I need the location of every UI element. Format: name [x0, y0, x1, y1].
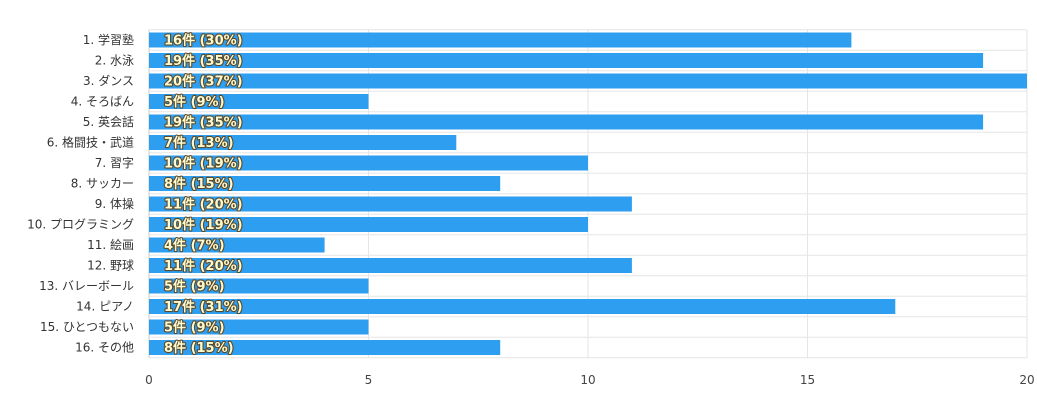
data-label: 11件 (20%) [164, 197, 243, 213]
category-label: 12. 野球 [87, 259, 134, 273]
bar [149, 258, 632, 273]
data-label: 19件 (35%) [164, 115, 243, 131]
data-label: 5件 (9%) [164, 94, 225, 110]
category-label: 5. 英会話 [83, 114, 134, 129]
category-label: 7. 習字 [95, 155, 134, 170]
data-label: 8件 (15%) [164, 340, 234, 356]
category-label: 2. 水泳 [95, 54, 134, 68]
category-label: 1. 学習塾 [83, 32, 134, 47]
data-label: 20件 (37%) [164, 74, 243, 90]
data-label: 19件 (35%) [164, 53, 243, 69]
bar [149, 196, 632, 212]
data-label: 11件 (20%) [164, 258, 243, 274]
category-label: 6. 格闘技・武道 [47, 135, 134, 150]
x-tick-label: 5 [365, 373, 373, 387]
bar [149, 73, 1027, 89]
category-label: 3. ダンス [83, 73, 134, 88]
category-label: 10. プログラミング [27, 218, 134, 232]
bar [149, 176, 501, 191]
bar [149, 340, 501, 355]
bar [149, 94, 369, 109]
bar [149, 237, 325, 253]
category-label: 14. ピアノ [76, 300, 134, 314]
category-label: 16. その他 [75, 341, 134, 355]
bar [149, 155, 588, 171]
bar [149, 299, 896, 314]
data-label: 10件 (19%) [164, 217, 243, 233]
bar [149, 319, 369, 335]
data-label: 5件 (9%) [164, 320, 225, 336]
bar [149, 114, 984, 130]
bar [149, 135, 457, 150]
category-label: 11. 絵画 [87, 237, 134, 252]
bar [149, 32, 852, 48]
category-label: 15. ひとつもない [40, 320, 134, 334]
data-label: 7件 (13%) [164, 135, 234, 151]
data-label: 5件 (9%) [164, 279, 225, 295]
category-label: 4. そろばん [71, 95, 134, 109]
bar [149, 53, 984, 68]
x-tick-label: 10 [580, 373, 595, 387]
data-label: 16件 (30%) [164, 33, 243, 49]
data-label: 8件 (15%) [164, 176, 234, 192]
bar [149, 217, 588, 232]
x-tick-label: 20 [1019, 373, 1034, 387]
data-label: 10件 (19%) [164, 156, 243, 172]
x-tick-label: 15 [800, 373, 815, 387]
category-label: 9. 体操 [95, 196, 134, 211]
x-tick-label: 0 [145, 373, 153, 387]
bar [149, 278, 369, 294]
category-label: 8. サッカー [71, 177, 134, 191]
category-label: 13. バレーボール [39, 279, 134, 293]
data-label: 17件 (31%) [164, 299, 243, 315]
data-label: 4件 (7%) [164, 238, 225, 254]
